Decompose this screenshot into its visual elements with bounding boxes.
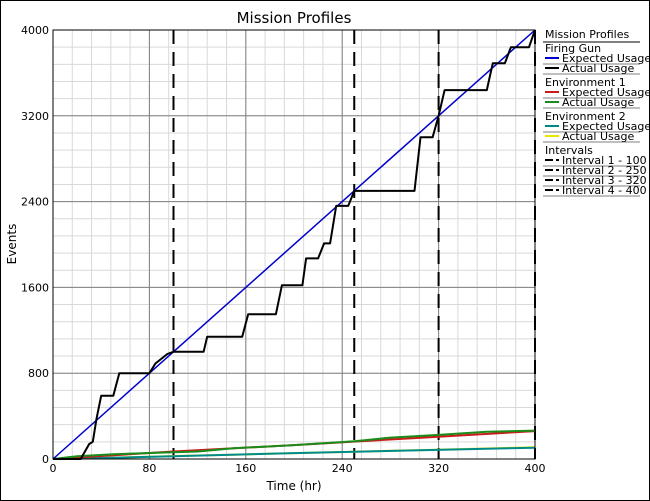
series-line: [52, 29, 536, 460]
x-tick-label: 80: [142, 462, 156, 475]
legend-entry-label: Expected Usage: [562, 86, 650, 99]
legend-entry-label: Expected Usage: [562, 52, 650, 65]
y-tick-label: 4000: [21, 24, 49, 37]
legend-group-title: Firing Gun: [545, 42, 601, 55]
y-tick-label: 3200: [21, 110, 49, 123]
x-tick-label: 0: [50, 462, 57, 475]
legend-entry-label: Actual Usage: [562, 96, 634, 109]
x-tick-label: 160: [235, 462, 256, 475]
legend-group-title: Environment 2: [545, 110, 626, 123]
legend-entry-label: Interval 2 - 250: [562, 164, 647, 177]
interval-lines: [172, 30, 536, 459]
y-tick-label: 0: [42, 453, 49, 466]
x-tick-label: 240: [332, 462, 353, 475]
series-line: [53, 29, 536, 460]
series-line: [52, 446, 536, 460]
legend-group-title: Intervals: [545, 144, 593, 157]
series-line: [52, 429, 536, 460]
x-tick-label: 400: [525, 462, 546, 475]
y-tick-label: 800: [28, 367, 49, 380]
legend-entry-label: Interval 1 - 100: [562, 154, 647, 167]
legend-entry-label: Actual Usage: [562, 130, 634, 143]
x-tick-labels: 0 80 160 240 320 400: [50, 462, 546, 475]
plot-border: [52, 29, 536, 460]
legend-entry-label: Actual Usage: [562, 62, 634, 75]
y-tick-label: 2400: [21, 196, 49, 209]
y-axis-title: Events: [5, 224, 19, 265]
y-tick-labels: 0 800 1600 2400 3200 4000: [21, 24, 49, 466]
legend-entry-label: Expected Usage: [562, 120, 650, 133]
series-lines: [52, 29, 536, 460]
x-axis-title: Time (hr): [265, 479, 321, 493]
legend-entry-label: Interval 4 - 400: [562, 184, 647, 197]
chart-title: Mission Profiles: [237, 9, 352, 27]
x-tick-label: 320: [428, 462, 449, 475]
y-tick-label: 1600: [21, 281, 49, 294]
legend-entry-label: Interval 3 - 320: [562, 174, 647, 187]
legend-group-title: Environment 1: [545, 76, 626, 89]
legend-title: Mission Profiles: [545, 28, 629, 41]
